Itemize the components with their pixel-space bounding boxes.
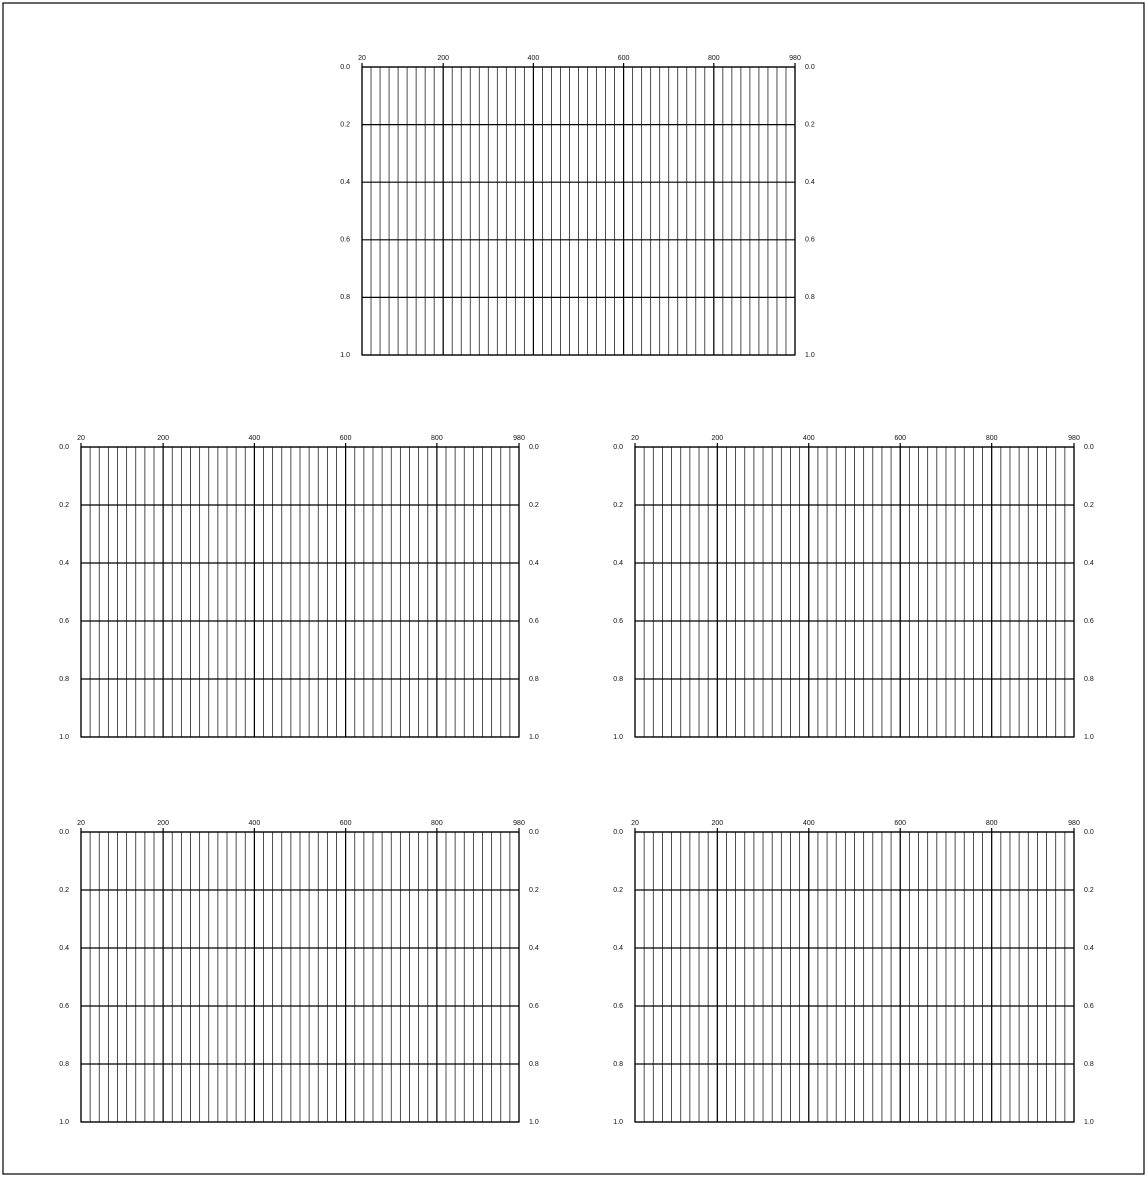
x-tick-label: 980 [513,820,525,827]
y-tick-label: 0.4 [613,945,623,952]
y2-tick-label: 0.6 [805,237,815,244]
x-tick-label: 20 [77,820,85,827]
y2-tick-label: 0.4 [1084,560,1094,567]
y2-tick-label: 0.0 [1084,444,1094,451]
x-tick-label: 20 [77,435,85,442]
y2-tick-label: 1.0 [529,1119,539,1126]
y2-tick-label: 0.6 [1084,1003,1094,1010]
y-tick-label: 0.0 [613,444,623,451]
y-tick-label: 0.6 [59,618,69,625]
y-tick-label: 0.2 [613,887,623,894]
x-tick-label: 800 [431,820,443,827]
y-tick-label: 0.8 [340,294,350,301]
y2-tick-label: 0.8 [805,294,815,301]
y-tick-label: 0.0 [613,829,623,836]
y2-tick-label: 0.4 [529,560,539,567]
x-tick-label: 200 [437,55,449,62]
y2-tick-label: 0.2 [529,887,539,894]
y-tick-label: 0.4 [613,560,623,567]
y-tick-label: 1.0 [59,734,69,741]
x-tick-label: 20 [631,435,639,442]
y2-tick-label: 0.2 [1084,502,1094,509]
y-tick-label: 0.8 [59,1061,69,1068]
y2-tick-label: 1.0 [529,734,539,741]
x-tick-label: 600 [618,55,630,62]
y-tick-label: 0.2 [613,502,623,509]
y-tick-label: 0.2 [340,121,350,128]
x-tick-label: 980 [789,55,801,62]
y-tick-label: 0.4 [340,179,350,186]
y2-tick-label: 0.8 [1084,1061,1094,1068]
y-tick-label: 0.6 [59,1003,69,1010]
y-tick-label: 0.2 [59,502,69,509]
y2-tick-label: 0.6 [529,618,539,625]
y2-tick-label: 0.4 [529,945,539,952]
y-tick-label: 0.8 [613,1061,623,1068]
x-tick-label: 800 [986,820,998,827]
y-tick-label: 0.0 [340,64,350,71]
y2-tick-label: 0.2 [529,502,539,509]
x-tick-label: 600 [894,435,906,442]
x-tick-label: 400 [803,820,815,827]
y-tick-label: 0.6 [340,237,350,244]
x-tick-label: 200 [711,820,723,827]
y2-tick-label: 1.0 [1084,734,1094,741]
x-tick-label: 400 [528,55,540,62]
y2-tick-label: 0.4 [805,179,815,186]
y2-tick-label: 0.8 [529,1061,539,1068]
y-tick-label: 0.0 [59,829,69,836]
y-tick-label: 0.6 [613,1003,623,1010]
y-tick-label: 0.4 [59,560,69,567]
y2-tick-label: 0.0 [805,64,815,71]
x-tick-label: 600 [340,820,352,827]
x-tick-label: 600 [340,435,352,442]
x-tick-label: 800 [986,435,998,442]
x-tick-label: 400 [249,435,261,442]
y-tick-label: 0.8 [59,676,69,683]
y-tick-label: 0.0 [59,444,69,451]
y-tick-label: 0.8 [613,676,623,683]
y-tick-label: 1.0 [613,734,623,741]
x-tick-label: 980 [1068,820,1080,827]
y2-tick-label: 0.4 [1084,945,1094,952]
y2-tick-label: 1.0 [805,352,815,359]
x-tick-label: 20 [631,820,639,827]
x-tick-label: 980 [1068,435,1080,442]
y-tick-label: 0.4 [59,945,69,952]
x-tick-label: 200 [711,435,723,442]
y2-tick-label: 0.6 [529,1003,539,1010]
x-tick-label: 400 [803,435,815,442]
y2-tick-label: 0.6 [1084,618,1094,625]
y-tick-label: 1.0 [59,1119,69,1126]
x-tick-label: 200 [157,820,169,827]
y-tick-label: 0.6 [613,618,623,625]
x-tick-label: 800 [431,435,443,442]
x-tick-label: 20 [358,55,366,62]
x-tick-label: 980 [513,435,525,442]
y2-tick-label: 0.0 [529,829,539,836]
y-tick-label: 1.0 [340,352,350,359]
y2-tick-label: 0.0 [529,444,539,451]
y2-tick-label: 0.0 [1084,829,1094,836]
x-tick-label: 400 [249,820,261,827]
x-tick-label: 600 [894,820,906,827]
y-tick-label: 1.0 [613,1119,623,1126]
y2-tick-label: 0.2 [1084,887,1094,894]
y2-tick-label: 0.8 [529,676,539,683]
x-tick-label: 800 [708,55,720,62]
y2-tick-label: 0.2 [805,121,815,128]
y2-tick-label: 1.0 [1084,1119,1094,1126]
y2-tick-label: 0.8 [1084,676,1094,683]
y-tick-label: 0.2 [59,887,69,894]
x-tick-label: 200 [157,435,169,442]
